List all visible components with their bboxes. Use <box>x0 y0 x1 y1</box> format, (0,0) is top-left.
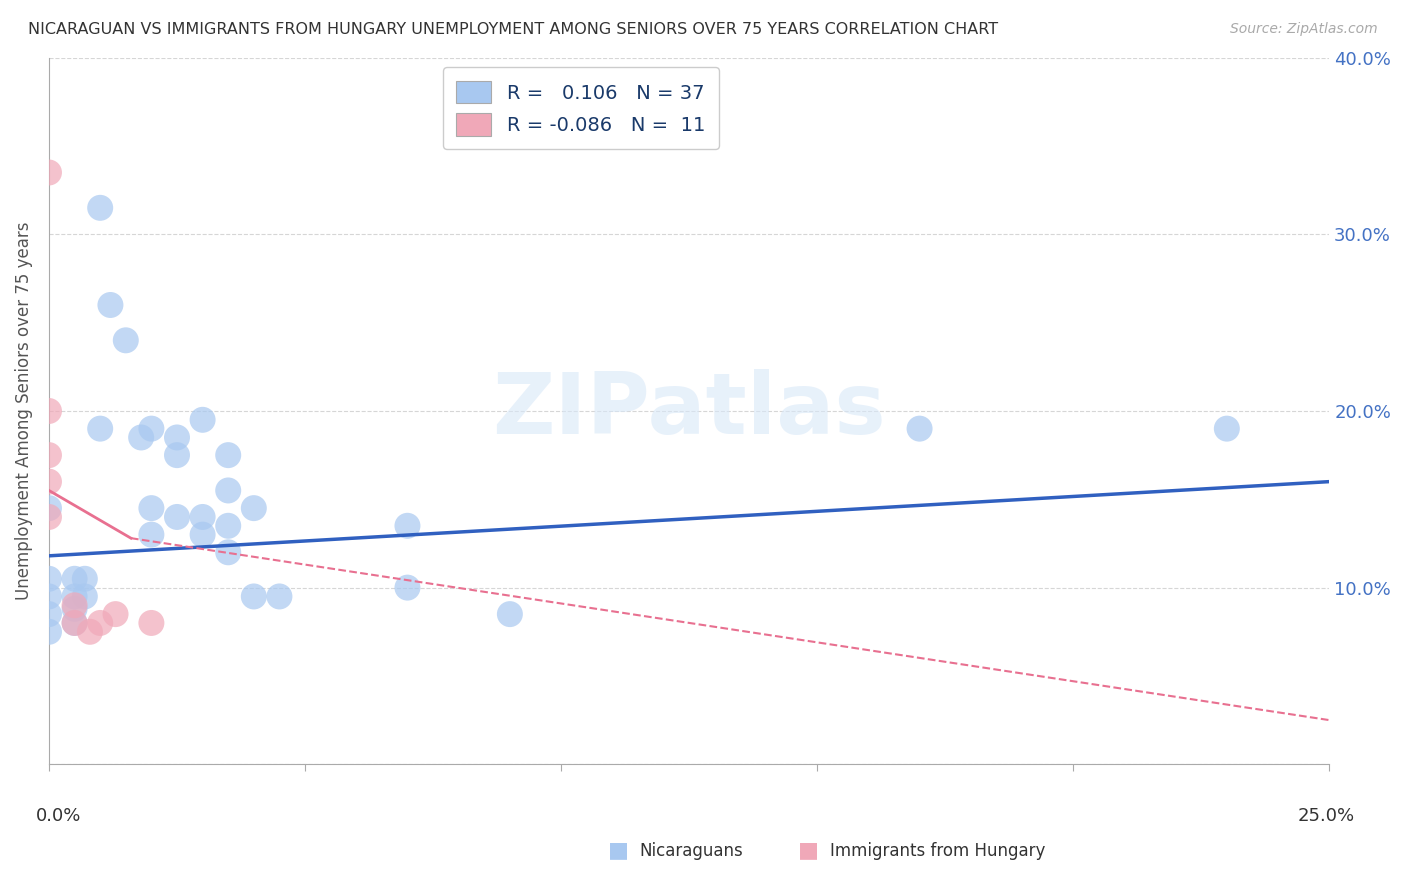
Point <box>243 590 266 604</box>
Point <box>38 448 60 462</box>
Point <box>908 422 931 436</box>
Point <box>191 527 214 541</box>
Point <box>63 615 86 630</box>
Point <box>100 298 122 312</box>
Text: ■: ■ <box>799 840 818 860</box>
Point <box>73 572 96 586</box>
Point <box>217 518 239 533</box>
Text: Immigrants from Hungary: Immigrants from Hungary <box>830 842 1045 860</box>
Text: NICARAGUAN VS IMMIGRANTS FROM HUNGARY UNEMPLOYMENT AMONG SENIORS OVER 75 YEARS C: NICARAGUAN VS IMMIGRANTS FROM HUNGARY UN… <box>28 22 998 37</box>
Point <box>396 581 419 595</box>
Point <box>38 624 60 639</box>
Point <box>38 501 60 516</box>
Point <box>191 510 214 524</box>
Legend: R =   0.106   N = 37, R = -0.086   N =  11: R = 0.106 N = 37, R = -0.086 N = 11 <box>443 68 718 149</box>
Point <box>38 590 60 604</box>
Text: Nicaraguans: Nicaraguans <box>640 842 744 860</box>
Point <box>141 527 163 541</box>
Point <box>1216 422 1239 436</box>
Point <box>166 510 188 524</box>
Point <box>141 501 163 516</box>
Point <box>38 165 60 179</box>
Point <box>89 201 111 215</box>
Point <box>217 483 239 498</box>
Point <box>166 448 188 462</box>
Point <box>38 510 60 524</box>
Point <box>499 607 522 621</box>
Point <box>141 422 163 436</box>
Point <box>63 599 86 613</box>
Point <box>89 615 111 630</box>
Text: 0.0%: 0.0% <box>37 806 82 825</box>
Text: ■: ■ <box>609 840 628 860</box>
Point <box>38 572 60 586</box>
Point <box>141 615 163 630</box>
Point <box>217 545 239 559</box>
Point <box>79 624 101 639</box>
Y-axis label: Unemployment Among Seniors over 75 years: Unemployment Among Seniors over 75 years <box>15 222 32 600</box>
Point <box>243 501 266 516</box>
Text: 25.0%: 25.0% <box>1298 806 1355 825</box>
Point <box>89 422 111 436</box>
Point <box>166 430 188 444</box>
Point <box>269 590 291 604</box>
Point <box>38 607 60 621</box>
Point <box>38 475 60 489</box>
Point <box>63 615 86 630</box>
Point <box>114 334 136 348</box>
Point <box>73 590 96 604</box>
Point <box>63 602 86 616</box>
Point <box>191 413 214 427</box>
Point <box>104 607 127 621</box>
Point <box>38 404 60 418</box>
Text: ZIPatlas: ZIPatlas <box>492 369 886 452</box>
Point <box>129 430 152 444</box>
Point <box>63 590 86 604</box>
Point <box>396 518 419 533</box>
Point <box>63 572 86 586</box>
Text: Source: ZipAtlas.com: Source: ZipAtlas.com <box>1230 22 1378 37</box>
Point <box>217 448 239 462</box>
